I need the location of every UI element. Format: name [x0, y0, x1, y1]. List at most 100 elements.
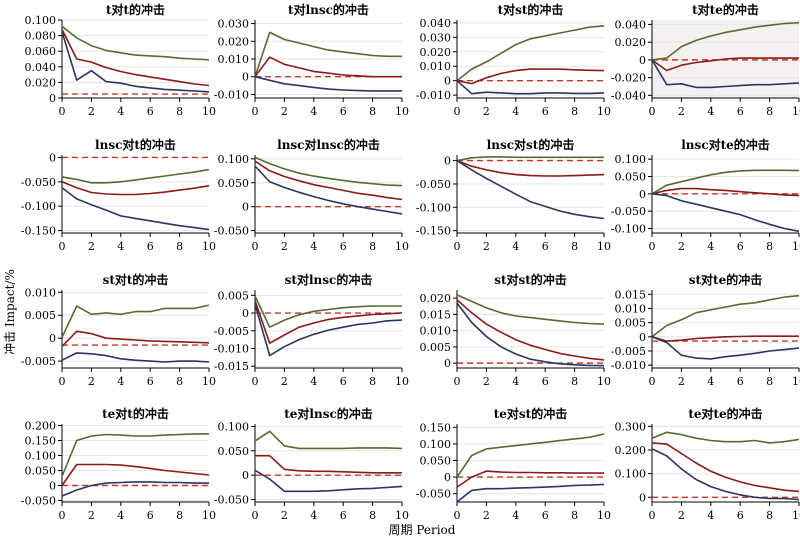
- y-tick-label: 0.150: [25, 435, 57, 448]
- y-tick-label: -0.010: [611, 359, 646, 372]
- series-line-point: [456, 159, 605, 177]
- y-tick-label: 0: [444, 357, 451, 370]
- x-tick-label: 4: [310, 509, 317, 522]
- x-tick-label: 2: [88, 375, 95, 388]
- series-line-upper: [61, 25, 210, 61]
- y-tick-label: 0.080: [25, 30, 57, 43]
- x-axis-title: 周期 Period: [389, 523, 456, 537]
- x-tick-label: 10: [202, 240, 216, 253]
- y-tick-label: -0.100: [21, 200, 56, 213]
- x-tick-label: 2: [281, 509, 288, 522]
- series-line-lower: [456, 80, 605, 95]
- series-line-upper: [651, 294, 800, 338]
- x-tick-label: 4: [310, 240, 317, 253]
- x-tick-label: 4: [512, 105, 519, 118]
- x-tick-label: 6: [542, 240, 549, 253]
- y-tick-label: 0: [49, 151, 56, 164]
- y-tick-label: 0.020: [25, 76, 57, 89]
- y-tick-label: -0.015: [214, 360, 249, 373]
- x-tick-label: 4: [117, 375, 124, 388]
- x-tick-label: 0: [649, 105, 656, 118]
- y-tick-label: 0.030: [218, 18, 250, 31]
- x-tick-label: 8: [176, 240, 183, 253]
- series-line-point: [254, 300, 403, 345]
- x-tick-label: 4: [512, 240, 519, 253]
- y-tick-label: 0: [49, 480, 56, 493]
- x-tick-label: 8: [369, 375, 376, 388]
- x-tick-label: 2: [281, 375, 288, 388]
- x-tick-label: 2: [483, 509, 490, 522]
- y-tick-label: -0.005: [21, 355, 56, 368]
- y-tick-label: 0.150: [420, 421, 452, 434]
- y-tick-label: 0: [242, 469, 249, 482]
- x-tick-label: 10: [792, 105, 800, 118]
- y-tick-label: 0: [639, 491, 646, 504]
- y-tick-label: 0.005: [25, 309, 57, 322]
- panel-title: te对lnsc的冲击: [284, 406, 373, 421]
- x-tick-label: 6: [147, 375, 154, 388]
- x-tick-label: 8: [176, 375, 183, 388]
- panel-title: te对te的冲击: [688, 406, 762, 421]
- x-tick-label: 10: [395, 105, 409, 118]
- series-line-lower: [254, 75, 402, 92]
- x-tick-label: 0: [59, 375, 66, 388]
- x-tick-label: 8: [571, 375, 578, 388]
- x-tick-label: 10: [792, 509, 800, 522]
- x-tick-label: 8: [571, 509, 578, 522]
- y-tick-label: 0.010: [218, 53, 250, 66]
- y-tick-label: 0.010: [420, 60, 452, 73]
- y-tick-label: 0.040: [615, 18, 647, 31]
- y-tick-label: 0.005: [615, 317, 647, 330]
- x-tick-label: 8: [766, 375, 773, 388]
- y-tick-label: 0.050: [218, 177, 250, 190]
- series-line-upper: [254, 156, 403, 187]
- x-tick-label: 8: [176, 509, 183, 522]
- series-line-lower: [254, 165, 403, 215]
- x-tick-label: 4: [310, 105, 317, 118]
- y-tick-label: 0: [639, 54, 646, 67]
- x-tick-label: 6: [340, 105, 347, 118]
- x-tick-label: 6: [147, 105, 154, 118]
- x-tick-label: 0: [649, 240, 656, 253]
- y-tick-label: -0.050: [416, 178, 451, 191]
- y-tick-label: 0.100: [420, 438, 452, 451]
- x-tick-label: 8: [766, 240, 773, 253]
- x-tick-label: 10: [395, 240, 409, 253]
- series-line-point: [254, 56, 402, 78]
- y-tick-label: -0.010: [214, 343, 249, 356]
- x-tick-label: 2: [483, 240, 490, 253]
- y-tick-label: 0.100: [615, 153, 647, 166]
- x-tick-label: 4: [512, 509, 519, 522]
- panel-title: t对te的冲击: [692, 2, 759, 17]
- series-line-lower: [254, 303, 403, 357]
- series-line-point: [456, 470, 604, 488]
- x-tick-label: 0: [59, 240, 66, 253]
- x-tick-label: 4: [707, 240, 714, 253]
- irf-panel: -0.150 -0.100 -0.050 0 0 2 4 6 8 10 lnsc对st的冲击: [416, 137, 611, 253]
- series-line-point: [651, 335, 799, 342]
- series-line-upper: [61, 433, 209, 477]
- y-tick-label: 0.300: [615, 420, 647, 433]
- x-tick-label: 2: [281, 240, 288, 253]
- series-line-lower: [254, 469, 403, 493]
- y-tick-label: 0.020: [420, 292, 452, 305]
- series-line-lower: [456, 302, 605, 367]
- x-tick-label: 4: [310, 375, 317, 388]
- x-tick-label: 6: [340, 240, 347, 253]
- y-tick-label: 0.050: [615, 170, 647, 183]
- y-tick-label: 0: [242, 307, 249, 320]
- y-tick-label: 0.050: [218, 445, 250, 458]
- x-tick-label: 8: [571, 105, 578, 118]
- x-tick-label: 2: [678, 509, 685, 522]
- y-tick-label: -0.050: [214, 494, 249, 507]
- y-tick-label: -0.050: [21, 176, 56, 189]
- x-tick-label: 8: [766, 105, 773, 118]
- series-line-upper: [456, 294, 605, 325]
- y-tick-label: 0.030: [420, 31, 452, 44]
- y-tick-label: 0.100: [25, 450, 57, 463]
